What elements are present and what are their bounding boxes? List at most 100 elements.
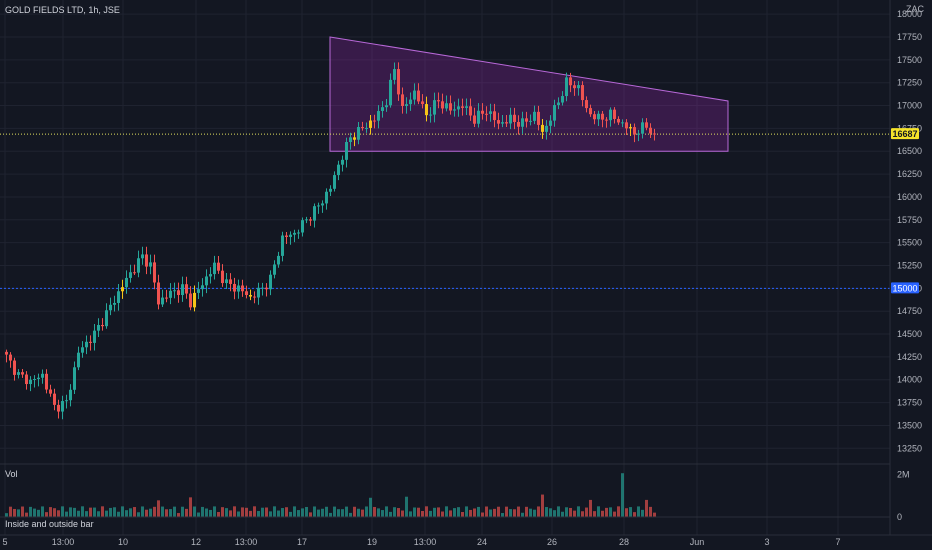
price-axis-tick-label: 14250 (897, 352, 922, 362)
volume-bar (189, 497, 192, 517)
volume-bar (233, 506, 236, 517)
volume-bar (609, 507, 612, 517)
candle-body (269, 274, 272, 290)
candle-body (157, 282, 160, 305)
volume-bar (249, 510, 252, 517)
candle-body (365, 127, 368, 129)
volume-bar (185, 508, 188, 517)
time-axis-tick-label: 5 (2, 537, 7, 547)
candle-body (225, 279, 228, 284)
candle-body (49, 389, 52, 394)
price-axis-tick-label: 17500 (897, 55, 922, 65)
volume-bar (41, 506, 44, 517)
candle-body (253, 296, 256, 298)
time-axis-tick-label: 10 (118, 537, 128, 547)
volume-label: Vol (5, 469, 18, 479)
volume-bar (477, 506, 480, 517)
candle-body (429, 114, 432, 116)
price-axis[interactable]: 1325013500137501400014250145001475015000… (897, 9, 922, 453)
volume-bar (33, 508, 36, 517)
time-axis[interactable]: 5 13:00 10 12 13:00 17 19 13:00 24 26 28 Jun 3 7 (2, 537, 840, 547)
candle-body (589, 108, 592, 115)
candle-body (465, 106, 468, 108)
volume-bar (285, 507, 288, 517)
volume-bar (485, 506, 488, 517)
candle-body (145, 254, 148, 267)
candle-body (217, 262, 220, 271)
volume-bar (529, 508, 532, 517)
volume-bar (177, 513, 180, 517)
volume-bar (617, 506, 620, 517)
volume-bar (125, 510, 128, 517)
candle-body (113, 302, 116, 305)
level-price-tag: 15000 (891, 282, 919, 294)
volume-bar (381, 510, 384, 517)
volume-bar (645, 499, 648, 517)
candle-body (173, 290, 176, 292)
candle-body (345, 142, 348, 160)
current-price-tag-label: 16687 (892, 129, 917, 139)
volume-bar (389, 511, 392, 517)
candle-body (581, 85, 584, 101)
volume-bar (377, 508, 380, 517)
candle-body (529, 120, 532, 122)
candle-body (553, 105, 556, 121)
candlestick-series (5, 62, 656, 420)
volume-bar (497, 506, 500, 517)
volume-axis-tick-label: 2M (897, 469, 910, 479)
volume-bar (565, 507, 568, 517)
volume-bar (585, 507, 588, 517)
volume-bar (85, 511, 88, 517)
candle-body (649, 127, 652, 134)
volume-bar (105, 510, 108, 517)
volume-bar (209, 509, 212, 517)
candle-body (229, 279, 232, 284)
volume-bar (329, 512, 332, 517)
candle-body (445, 103, 448, 109)
candle-body (233, 283, 236, 292)
candle-body (321, 203, 324, 206)
candle-body (129, 272, 132, 278)
candle-body (557, 102, 560, 106)
volume-bar (49, 507, 52, 517)
candle-body (265, 287, 268, 290)
candle-body (441, 101, 444, 109)
candle-body (405, 104, 408, 106)
candle-body (525, 118, 528, 122)
candle-body (97, 324, 100, 331)
volume-bar (69, 507, 72, 517)
volume-bar (353, 506, 356, 517)
candle-body (341, 159, 344, 165)
candle-body (325, 191, 328, 204)
level-price-tag-label: 15000 (892, 283, 917, 293)
candle-body (57, 404, 60, 412)
volume-bar (29, 506, 32, 517)
candle-body (65, 400, 68, 402)
volume-bar (325, 506, 328, 517)
volume-bar (93, 507, 96, 517)
candle-body (485, 113, 488, 115)
candle-body (561, 96, 564, 103)
time-axis-tick-label: 12 (191, 537, 201, 547)
volume-bar (433, 507, 436, 517)
volume-bar (169, 509, 172, 517)
volume-bar (149, 508, 152, 517)
volume-bar (593, 511, 596, 517)
volume-bar (161, 506, 164, 517)
price-axis-tick-label: 17250 (897, 78, 922, 88)
candle-body (237, 285, 240, 292)
volume-bar (525, 506, 528, 517)
symbol-title[interactable]: GOLD FIELDS LTD, 1h, JSE (5, 5, 120, 15)
volume-bar (77, 510, 80, 517)
candle-body (593, 114, 596, 120)
candle-body (273, 264, 276, 275)
time-axis-tick-label: 3 (764, 537, 769, 547)
volume-bar (117, 511, 120, 517)
price-axis-tick-label: 14750 (897, 306, 922, 316)
candle-body (497, 120, 500, 124)
volume-bar (237, 511, 240, 517)
volume-bar (173, 506, 176, 517)
volume-bar (65, 511, 68, 517)
volume-bar (637, 506, 640, 517)
